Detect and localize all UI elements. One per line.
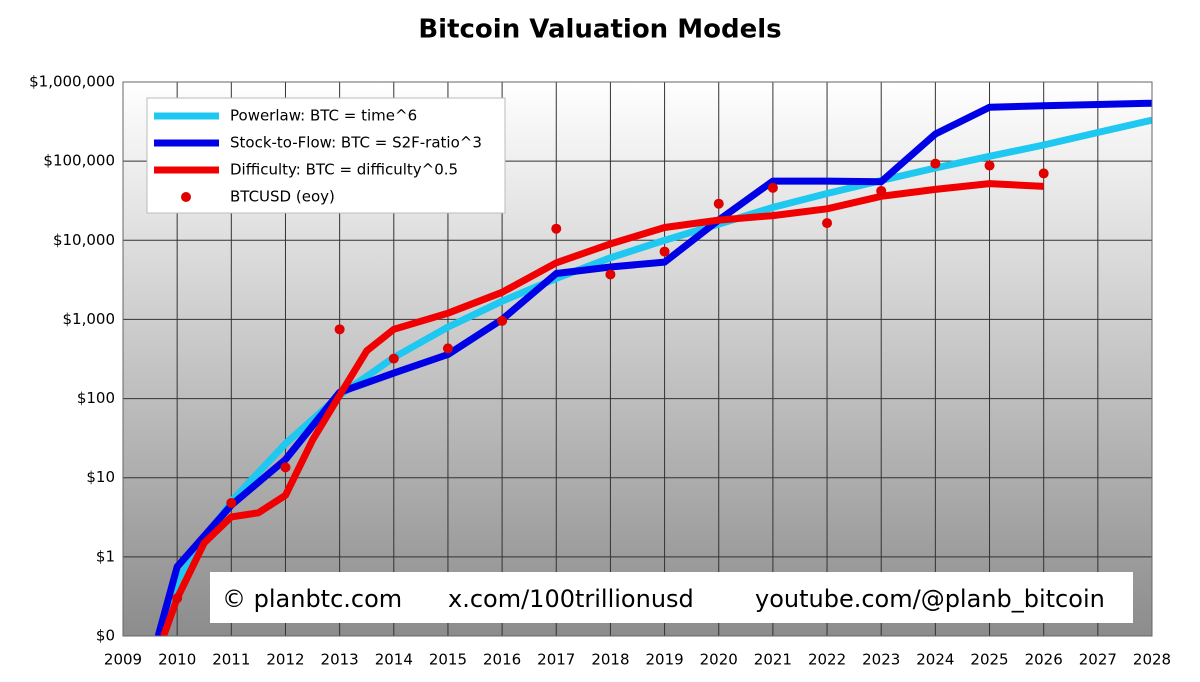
x-tick-label: 2010: [158, 651, 196, 669]
legend-label: BTCUSD (eoy): [230, 188, 335, 206]
x-tick-label: 2019: [645, 651, 683, 669]
x-tick-label: 2017: [537, 651, 575, 669]
x-tick-label: 2025: [970, 651, 1008, 669]
x-tick-label: 2022: [808, 651, 846, 669]
watermark-box: [210, 572, 1133, 623]
y-tick-label: $1,000,000: [29, 73, 115, 91]
data-point: [1038, 168, 1049, 179]
y-tick-label: $1,000: [63, 310, 116, 328]
x-tick-label: 2016: [483, 651, 521, 669]
data-point: [280, 462, 291, 473]
x-tick-label: 2014: [375, 651, 413, 669]
x-tick-label: 2018: [591, 651, 629, 669]
data-point: [497, 315, 508, 326]
legend-marker: [181, 192, 191, 202]
y-tick-label: $100,000: [43, 152, 115, 170]
data-point: [334, 324, 345, 335]
data-point: [713, 198, 724, 209]
x-tick-label: 2023: [862, 651, 900, 669]
x-tick-label: 2011: [212, 651, 250, 669]
series-line: [160, 180, 1044, 636]
legend-label: Stock-to-Flow: BTC = S2F-ratio^3: [230, 134, 482, 152]
data-point: [876, 185, 887, 196]
data-point: [822, 218, 833, 229]
x-tick-label: 2024: [916, 651, 954, 669]
watermark: © planbtc.com: [222, 585, 402, 613]
data-point: [388, 353, 399, 364]
legend-label: Powerlaw: BTC = time^6: [230, 107, 417, 125]
data-point: [442, 343, 453, 354]
data-point: [551, 223, 562, 234]
chart-title: Bitcoin Valuation Models: [418, 15, 781, 45]
legend-label: Difficulty: BTC = difficulty^0.5: [230, 161, 458, 179]
x-tick-label: 2021: [754, 651, 792, 669]
y-tick-label: $100: [77, 389, 115, 407]
series-line: [160, 116, 1152, 636]
watermark: youtube.com/@planb_bitcoin: [755, 585, 1105, 613]
x-tick-label: 2015: [429, 651, 467, 669]
data-point: [605, 269, 616, 280]
data-point: [930, 158, 941, 169]
y-tick-label: $0: [96, 627, 115, 645]
x-tick-label: 2028: [1133, 651, 1171, 669]
data-point: [984, 160, 995, 171]
x-tick-label: 2027: [1079, 651, 1117, 669]
y-tick-label: $10,000: [53, 231, 115, 249]
x-tick-label: 2009: [104, 651, 142, 669]
y-tick-label: $1: [96, 547, 115, 565]
x-tick-label: 2013: [321, 651, 359, 669]
data-point: [659, 246, 670, 257]
data-point: [172, 593, 183, 604]
x-tick-label: 2020: [700, 651, 738, 669]
data-point: [226, 497, 237, 508]
y-tick-label: $10: [86, 468, 115, 486]
x-tick-label: 2012: [266, 651, 304, 669]
plot-border: [122, 81, 1153, 637]
x-tick-label: 2026: [1025, 651, 1063, 669]
watermark: x.com/100trillionusd: [448, 585, 694, 613]
series-line: [154, 99, 1152, 636]
data-point: [767, 182, 778, 193]
